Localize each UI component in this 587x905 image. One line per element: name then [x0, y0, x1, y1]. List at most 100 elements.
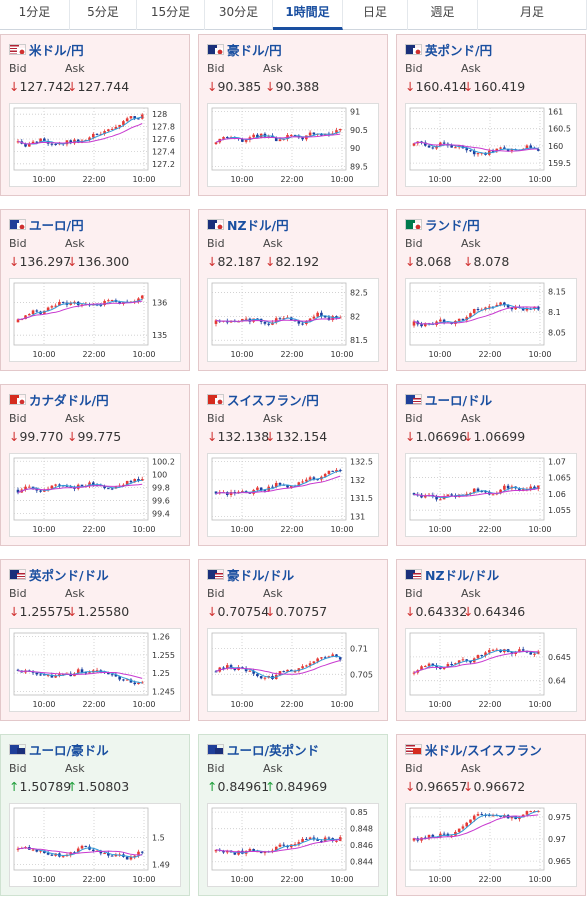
candle	[46, 674, 50, 676]
tab-3[interactable]: 15分足	[137, 0, 205, 30]
eu-jp-flag-icon	[9, 219, 26, 230]
tab-7[interactable]: 週足	[408, 0, 478, 30]
candle	[91, 849, 95, 851]
trend-arrow-icon: ↓	[207, 79, 218, 94]
currency-card[interactable]: 豪ドル/円 Bid Ask ↓90.385 ↓90.388 91 90.5 90 89.5 10:…	[198, 34, 388, 196]
currency-card[interactable]: NZドル/円 Bid Ask ↓82.187 ↓82.192 82.5 82 81.5 10:0…	[198, 209, 388, 371]
price-chart[interactable]: 136 135 10:00 22:00 10:00	[9, 278, 181, 362]
candle	[320, 133, 323, 136]
candle	[91, 670, 95, 673]
candle	[95, 133, 99, 135]
currency-card[interactable]: NZドル/ドル Bid Ask ↓0.64332 ↓0.64346 0.645 0.64 10…	[396, 559, 586, 721]
pair-name[interactable]: 豪ドル/ドル	[227, 568, 295, 583]
candle	[233, 668, 237, 670]
candle	[454, 147, 457, 149]
bid-label: Bid	[207, 587, 225, 600]
candle	[301, 481, 304, 483]
tab-6[interactable]: 日足	[343, 0, 408, 30]
moving-average-long	[215, 660, 341, 675]
currency-card[interactable]: ユーロ/円 Bid Ask ↓136.297 ↓136.300 136 135 10:00 22…	[0, 209, 190, 371]
tab-4[interactable]: 30分足	[205, 0, 273, 30]
moving-average-short	[413, 810, 539, 841]
plot-area	[211, 282, 347, 346]
candle	[499, 147, 502, 149]
trend-arrow-icon: ↓	[463, 254, 474, 269]
pair-name[interactable]: 豪ドル/円	[227, 43, 282, 58]
currency-card[interactable]: 豪ドル/ドル Bid Ask ↓0.70754 ↓0.70757 0.71 0.705 10:…	[198, 559, 388, 721]
currency-card[interactable]: 英ポンド/円 Bid Ask ↓160.414 ↓160.419 161 160.5 160 1…	[396, 34, 586, 196]
candle	[274, 318, 278, 323]
bid-price: ↓0.70754	[207, 604, 270, 619]
price-chart[interactable]: 132.5 132 131.5 131 10:00 22:00 10:00	[207, 453, 379, 537]
pair-name[interactable]: NZドル/ドル	[425, 568, 500, 583]
currency-card[interactable]: 米ドル/スイスフラン Bid Ask ↓0.96657 ↓0.96672 0.975 0.9…	[396, 734, 586, 896]
bid-label: Bid	[9, 587, 27, 600]
x-tick-label: 10:00	[428, 350, 451, 359]
currency-card[interactable]: ユーロ/豪ドル Bid Ask ↑1.50789 ↑1.50803 1.5 1.49 10:0…	[0, 734, 190, 896]
tab-8[interactable]: 月足	[478, 0, 587, 30]
price-chart[interactable]: 0.85 0.848 0.846 0.844 10:00 22:00 10:00	[207, 803, 379, 887]
candle	[327, 837, 331, 839]
tab-2[interactable]: 5分足	[70, 0, 137, 30]
candle	[91, 133, 95, 138]
pair-name[interactable]: 米ドル/スイスフラン	[425, 743, 542, 758]
price-chart[interactable]: 91 90.5 90 89.5 10:00 22:00 10:00	[207, 103, 379, 187]
currency-card[interactable]: スイスフラン/円 Bid Ask ↓132.138 ↓132.154 132.5 132 13…	[198, 384, 388, 546]
currency-card[interactable]: ランド/円 Bid Ask ↓8.068 ↓8.078 8.15 8.1 8.05 10:00 2…	[396, 209, 586, 371]
moving-average-long	[215, 839, 341, 853]
pair-name[interactable]: 英ポンド/ドル	[29, 568, 109, 583]
currency-card[interactable]: 米ドル/円 Bid Ask ↓127.742 ↓127.744 128 127.8 127.6…	[0, 34, 190, 196]
candle	[308, 477, 312, 480]
tab-1[interactable]: 1分足	[0, 0, 70, 30]
y-tick-label: 99.8	[152, 483, 170, 492]
price-chart[interactable]: 0.645 0.64 10:00 22:00 10:00	[405, 628, 577, 712]
moving-average-short	[215, 838, 341, 854]
ask-label: Ask	[65, 62, 85, 75]
price-chart[interactable]: 161 160.5 160 159.5 10:00 22:00 10:00	[405, 103, 577, 187]
price-chart[interactable]: 82.5 82 81.5 10:00 22:00 10:00	[207, 278, 379, 362]
moving-average-long	[413, 650, 539, 674]
candle	[308, 837, 312, 840]
pair-name[interactable]: スイスフラン/円	[227, 393, 319, 408]
candle	[442, 319, 446, 323]
candle	[465, 493, 469, 495]
price-chart[interactable]: 128 127.8 127.6 127.4 127.2 10:00 22:00 10:00	[9, 103, 181, 187]
pair-name[interactable]: ランド/円	[425, 218, 480, 233]
price-chart[interactable]: 0.71 0.705 10:00 22:00 10:00	[207, 628, 379, 712]
currency-card[interactable]: ユーロ/英ポンド Bid Ask ↑0.84961 ↑0.84969 0.85 0.848 0…	[198, 734, 388, 896]
candle	[99, 304, 103, 306]
y-tick-label: 90	[350, 144, 360, 153]
pair-name[interactable]: 米ドル/円	[29, 43, 84, 58]
candle	[244, 668, 248, 672]
price-chart[interactable]: 8.15 8.1 8.05 10:00 22:00 10:00	[405, 278, 577, 362]
currency-card[interactable]: ユーロ/ドル Bid Ask ↓1.06696 ↓1.06699 1.07 1.065 1.0…	[396, 384, 586, 546]
price-chart[interactable]: 1.07 1.065 1.06 1.055 10:00 22:00 10:00	[405, 453, 577, 537]
price-chart[interactable]: 100.2 100 99.8 99.6 99.4 10:00 22:00 10:00	[9, 453, 181, 537]
pair-name[interactable]: カナダドル/円	[29, 393, 109, 408]
candle	[327, 470, 331, 474]
candle	[24, 486, 27, 490]
ask-label: Ask	[461, 62, 481, 75]
candle	[316, 839, 319, 841]
candle	[439, 319, 442, 322]
candle	[476, 488, 480, 492]
bid-price: ↓1.25575	[9, 604, 72, 619]
candle	[50, 485, 54, 489]
pair-name[interactable]: ユーロ/豪ドル	[29, 743, 109, 758]
price-chart[interactable]: 0.975 0.97 0.965 10:00 22:00 10:00	[405, 803, 577, 887]
y-tick-label: 1.26	[152, 633, 170, 642]
price-chart[interactable]: 1.5 1.49 10:00 22:00 10:00	[9, 803, 181, 887]
pair-name[interactable]: ユーロ/円	[29, 218, 84, 233]
currency-card[interactable]: 英ポンド/ドル Bid Ask ↓1.25575 ↓1.25580 1.26 1.255 1.…	[0, 559, 190, 721]
tab-5[interactable]: 1時間足	[273, 0, 343, 30]
pair-name[interactable]: 英ポンド/円	[425, 43, 493, 58]
candle	[214, 671, 218, 673]
pair-name[interactable]: NZドル/円	[227, 218, 289, 233]
candle	[214, 849, 218, 852]
currency-card[interactable]: カナダドル/円 Bid Ask ↓99.770 ↓99.775 100.2 100 99.8 9…	[0, 384, 190, 546]
candle	[125, 480, 129, 485]
pair-name[interactable]: ユーロ/英ポンド	[227, 743, 320, 758]
price-chart[interactable]: 1.26 1.255 1.25 1.245 10:00 22:00 10:00	[9, 628, 181, 712]
ask-label: Ask	[461, 587, 481, 600]
pair-name[interactable]: ユーロ/ドル	[425, 393, 493, 408]
